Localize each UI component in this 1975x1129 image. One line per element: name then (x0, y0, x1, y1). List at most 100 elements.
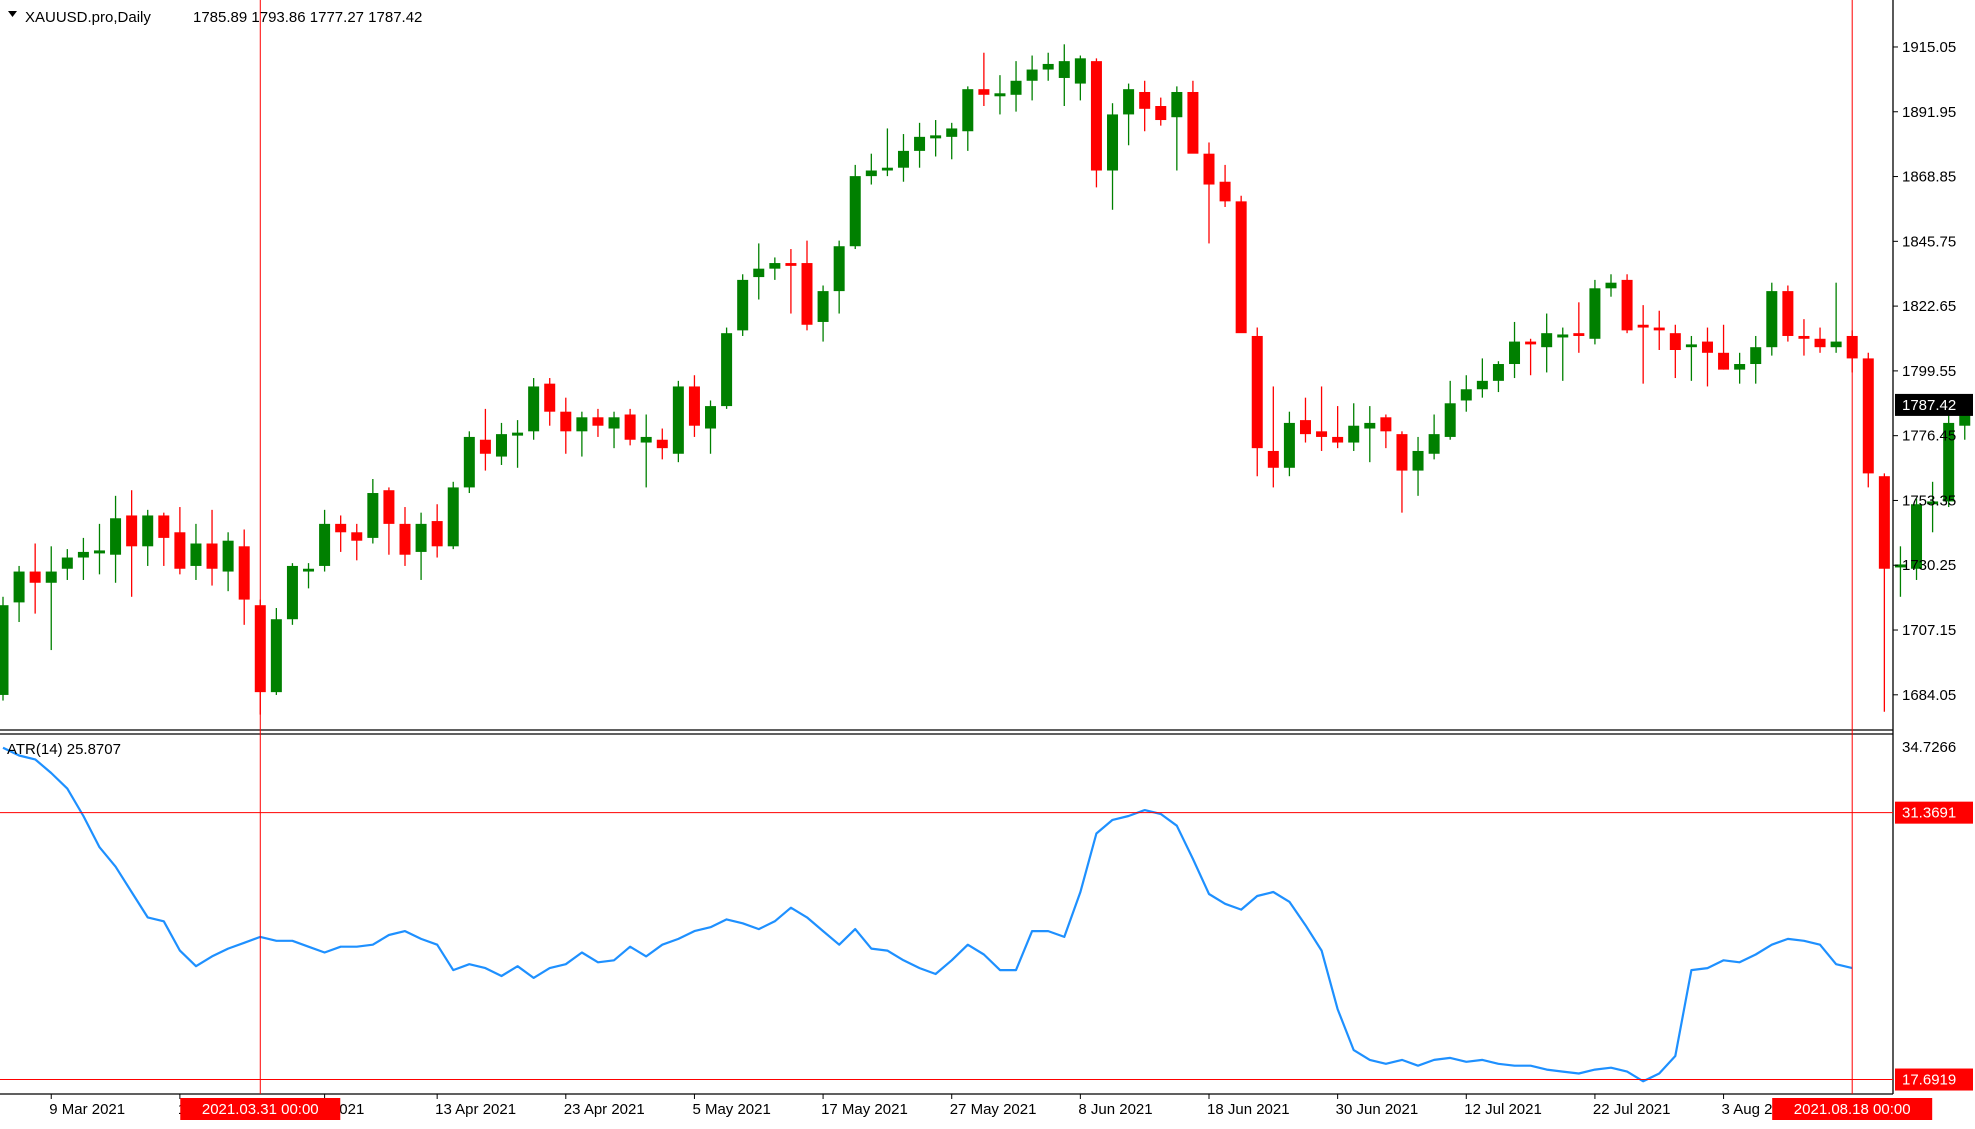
candle[interactable] (1669, 324, 1681, 379)
candle[interactable] (1927, 481, 1939, 533)
candle[interactable] (0, 596, 9, 701)
candle[interactable] (1332, 406, 1344, 449)
candle[interactable] (994, 75, 1006, 115)
candle[interactable] (479, 408, 491, 471)
candle[interactable] (1251, 327, 1263, 477)
candle[interactable] (13, 565, 25, 623)
candle[interactable] (1830, 282, 1842, 353)
candle[interactable] (560, 397, 572, 454)
candle[interactable] (769, 257, 781, 280)
candle[interactable] (1107, 103, 1119, 210)
candle[interactable] (705, 400, 717, 454)
candle[interactable] (1701, 327, 1713, 387)
candle[interactable] (1637, 305, 1649, 384)
candle[interactable] (592, 408, 604, 437)
candle[interactable] (1042, 52, 1054, 81)
candle[interactable] (174, 507, 186, 575)
candle[interactable] (158, 512, 170, 566)
candle[interactable] (688, 375, 700, 437)
candle[interactable] (962, 86, 974, 151)
candle[interactable] (1090, 58, 1102, 188)
candle[interactable] (1782, 285, 1794, 342)
candle[interactable] (222, 532, 234, 592)
candle[interactable] (93, 523, 105, 575)
candle[interactable] (270, 608, 282, 695)
candle[interactable] (640, 414, 652, 488)
candle[interactable] (608, 411, 620, 449)
candle[interactable] (1010, 61, 1022, 112)
candle[interactable] (1605, 274, 1617, 297)
candle[interactable] (881, 128, 893, 177)
candle[interactable] (303, 563, 315, 589)
candle[interactable] (1139, 80, 1151, 132)
candle[interactable] (1878, 473, 1890, 712)
candle[interactable] (544, 378, 556, 426)
candle[interactable] (897, 134, 909, 182)
candle[interactable] (1718, 324, 1730, 370)
candle[interactable] (1171, 86, 1183, 171)
candle[interactable] (946, 122, 958, 160)
candle[interactable] (785, 249, 797, 314)
candle[interactable] (1460, 375, 1472, 412)
candle[interactable] (1492, 361, 1504, 393)
candle[interactable] (1026, 55, 1038, 101)
candle[interactable] (415, 512, 427, 580)
candle[interactable] (1943, 414, 1955, 508)
candle[interactable] (206, 509, 218, 586)
candle[interactable] (914, 122, 926, 168)
candle[interactable] (801, 240, 813, 331)
candle[interactable] (1734, 352, 1746, 384)
candle[interactable] (1653, 310, 1665, 350)
candle[interactable] (737, 274, 749, 336)
candle[interactable] (865, 153, 877, 185)
candle[interactable] (1766, 282, 1778, 356)
candle[interactable] (1862, 352, 1874, 488)
candle[interactable] (1074, 55, 1086, 101)
candle[interactable] (335, 515, 347, 552)
candle[interactable] (431, 504, 443, 558)
candle[interactable] (1685, 335, 1697, 381)
candle[interactable] (1798, 319, 1810, 356)
candle[interactable] (61, 549, 73, 580)
triangle-down-icon[interactable] (8, 11, 17, 17)
candle[interactable] (45, 546, 57, 651)
candle[interactable] (1187, 80, 1199, 154)
candle[interactable] (1541, 313, 1553, 373)
candle[interactable] (1283, 411, 1295, 477)
candle[interactable] (238, 529, 250, 625)
candle[interactable] (1750, 335, 1762, 384)
candle[interactable] (1316, 386, 1328, 451)
candle[interactable] (1476, 358, 1488, 398)
candle[interactable] (1235, 195, 1247, 334)
candle[interactable] (29, 543, 41, 614)
candle[interactable] (1589, 279, 1601, 345)
candle[interactable] (1557, 327, 1569, 381)
candle[interactable] (833, 240, 845, 314)
candle[interactable] (190, 523, 202, 580)
candle[interactable] (126, 490, 138, 597)
candle[interactable] (930, 120, 942, 157)
candle[interactable] (1621, 274, 1633, 334)
candle[interactable] (849, 164, 861, 250)
candle[interactable] (1058, 44, 1070, 107)
candle[interactable] (1219, 164, 1231, 207)
candle[interactable] (286, 563, 298, 625)
candle[interactable] (367, 479, 379, 544)
candle[interactable] (1525, 338, 1537, 376)
candle[interactable] (576, 411, 588, 457)
candle[interactable] (77, 537, 89, 580)
candle[interactable] (1428, 414, 1440, 460)
candle[interactable] (1299, 397, 1311, 443)
candle[interactable] (1814, 327, 1826, 353)
candle[interactable] (817, 285, 829, 342)
candle[interactable] (1155, 97, 1167, 126)
candle[interactable] (383, 487, 395, 555)
candle[interactable] (1396, 431, 1408, 513)
candle[interactable] (319, 509, 331, 572)
candle[interactable] (512, 420, 524, 468)
candle[interactable] (351, 523, 363, 561)
candle[interactable] (1894, 546, 1906, 597)
candle[interactable] (1509, 321, 1521, 379)
candle[interactable] (656, 428, 668, 460)
